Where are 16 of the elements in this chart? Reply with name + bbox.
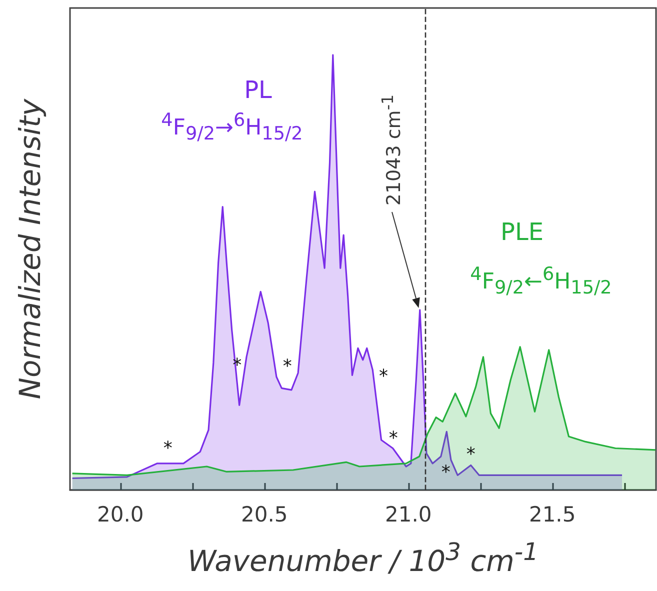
annotation: * (379, 366, 388, 387)
annotation: * (282, 356, 292, 378)
y-axis-title: Normalized Intensity (13, 98, 47, 400)
annotation: * (441, 462, 450, 482)
x-tick-label: 21.5 (528, 502, 576, 526)
annotation: * (466, 444, 476, 466)
annotation: PL (244, 76, 272, 104)
annotation: $^{4}$F$_{9/2}$←$^{6}$H$_{15/2}$ (470, 264, 612, 299)
annotation: * (388, 428, 398, 450)
x-axis-title: Wavenumber / 10$^{3}$ cm$^{-1}$ (187, 538, 539, 578)
x-tick-label: 21.0 (384, 502, 432, 526)
x-tick-label: 20.0 (97, 502, 144, 526)
x-tick-label: 20.5 (240, 502, 288, 526)
annotation: * (163, 438, 172, 460)
annotation: PLE (500, 218, 544, 246)
annotation: $^{4}$F$_{9/2}$→$^{6}$H$_{15/2}$ (161, 110, 303, 145)
